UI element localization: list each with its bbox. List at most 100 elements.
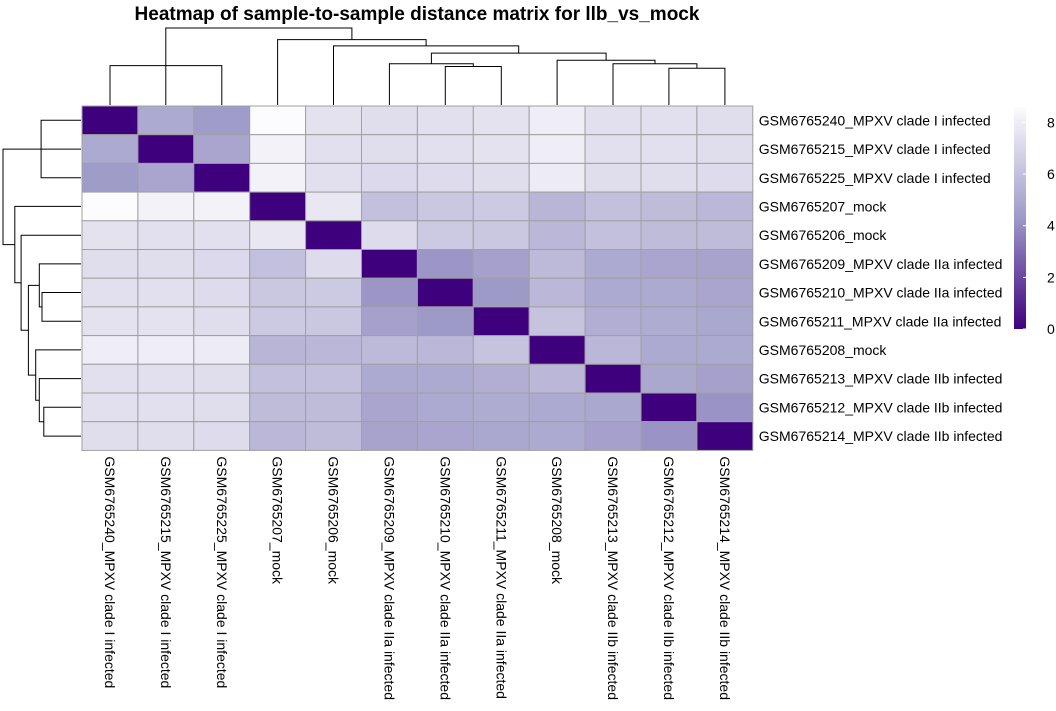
heatmap-cell (81, 249, 139, 279)
heatmap-cell (696, 277, 754, 308)
heatmap-cell (416, 277, 474, 308)
heatmap-cell (193, 191, 251, 222)
heatmap-cell (528, 249, 586, 279)
heatmap-cell (81, 421, 139, 451)
row-label: GSM6765215_MPXV clade I infected (759, 141, 991, 157)
heatmap-cell (137, 306, 195, 337)
heatmap-cell (137, 277, 195, 308)
heatmap-cell (361, 392, 418, 423)
heatmap-cell (472, 220, 530, 251)
heatmap-cell (696, 105, 754, 136)
heatmap-cell (249, 363, 307, 394)
heatmap-cell (584, 162, 642, 193)
heatmap-cell (416, 421, 474, 451)
heatmap-cell (696, 306, 754, 337)
heatmap-cell (81, 191, 139, 222)
heatmap-cell (81, 277, 139, 308)
heatmap-cell (361, 335, 418, 365)
heatmap-cell (416, 162, 474, 193)
heatmap-cell (249, 306, 307, 337)
heatmap-cell (249, 421, 307, 451)
heatmap-cell (193, 220, 251, 251)
row-label: GSM6765214_MPXV clade IIb infected (759, 428, 1003, 444)
heatmap-cell (472, 421, 530, 451)
heatmap-cell (361, 105, 418, 136)
heatmap-cell (416, 306, 474, 337)
column-label: GSM6765209_MPXV clade IIa infected (381, 456, 397, 700)
heatmap-cell (137, 134, 195, 164)
heatmap-cell (472, 392, 530, 423)
heatmap-cell (528, 162, 586, 193)
heatmap-cell (696, 134, 754, 164)
row-label: GSM6765213_MPXV clade IIb infected (759, 371, 1003, 387)
row-label: GSM6765211_MPXV clade IIa infected (759, 313, 1002, 329)
column-label: GSM6765225_MPXV clade I infected (214, 456, 230, 688)
heatmap-cell (305, 249, 363, 279)
heatmap-cell (472, 335, 530, 365)
heatmap-cell (137, 162, 195, 193)
heatmap-cell (137, 421, 195, 451)
heatmap-cell (305, 191, 363, 222)
row-label: GSM6765206_mock (759, 227, 888, 243)
column-dendrogram (109, 27, 726, 105)
heatmap-cell (472, 191, 530, 222)
heatmap-cell (137, 363, 195, 394)
heatmap-cell (361, 306, 418, 337)
heatmap-cell (416, 220, 474, 251)
dendrogram-branch (41, 292, 81, 322)
heatmap-cell (640, 220, 698, 251)
heatmap-cell (584, 277, 642, 308)
heatmap-cell (81, 306, 139, 337)
column-label: GSM6765212_MPXV clade IIb infected (661, 456, 677, 700)
column-label: GSM6765211_MPXV clade IIa infected (493, 456, 509, 699)
dendrogram-branch (165, 27, 353, 62)
heatmap-cell (249, 134, 307, 164)
heatmap-cell (305, 335, 363, 365)
heatmap-cell (584, 220, 642, 251)
heatmap-cell (416, 249, 474, 279)
heatmap-cell (193, 392, 251, 423)
heatmap-cell (696, 191, 754, 222)
heatmap-cell (305, 421, 363, 451)
dendrogram-branch (38, 378, 81, 423)
heatmap-cell (640, 392, 698, 423)
column-labels: GSM6765240_MPXV clade I infected GSM67652… (102, 456, 733, 700)
heatmap-cell (416, 392, 474, 423)
row-label: GSM6765209_MPXV clade IIa infected (759, 256, 1003, 272)
heatmap-cell (640, 134, 698, 164)
heatmap-cell (640, 162, 698, 193)
heatmap-cell (640, 249, 698, 279)
heatmap-cell (137, 220, 195, 251)
row-label: GSM6765225_MPXV clade I infected (759, 170, 991, 186)
legend-tick-label: 4 (1047, 218, 1055, 234)
column-label: GSM6765215_MPXV clade I infected (158, 456, 174, 688)
heatmap-cell (193, 277, 251, 308)
column-label: GSM6765213_MPXV clade IIb infected (605, 456, 621, 700)
column-label: GSM6765207_mock (270, 456, 286, 585)
heatmap-cell (305, 220, 363, 251)
row-label: GSM6765210_MPXV clade IIa infected (759, 285, 1003, 301)
heatmap-cell (137, 191, 195, 222)
heatmap-cell (472, 134, 530, 164)
row-label: GSM6765207_mock (759, 198, 888, 214)
heatmap-cell (249, 191, 307, 222)
heatmap-cell (584, 105, 642, 136)
heatmap-cells (81, 105, 754, 451)
heatmap-cell (193, 105, 251, 136)
heatmap-cell (305, 392, 363, 423)
heatmap-cell (528, 191, 586, 222)
heatmap-cell (193, 306, 251, 337)
heatmap-cell (640, 335, 698, 365)
heatmap-cell (193, 363, 251, 394)
heatmap-cell (361, 134, 418, 164)
dendrogram-branch (430, 52, 607, 64)
heatmap-cell (81, 134, 139, 164)
heatmap-cell (416, 134, 474, 164)
heatmap-cell (528, 134, 586, 164)
heatmap-cell (193, 421, 251, 451)
heatmap-cell (528, 105, 586, 136)
heatmap-cell (305, 162, 363, 193)
heatmap-cell (305, 363, 363, 394)
dendrogram-branch (14, 205, 81, 284)
heatmap-cell (528, 421, 586, 451)
